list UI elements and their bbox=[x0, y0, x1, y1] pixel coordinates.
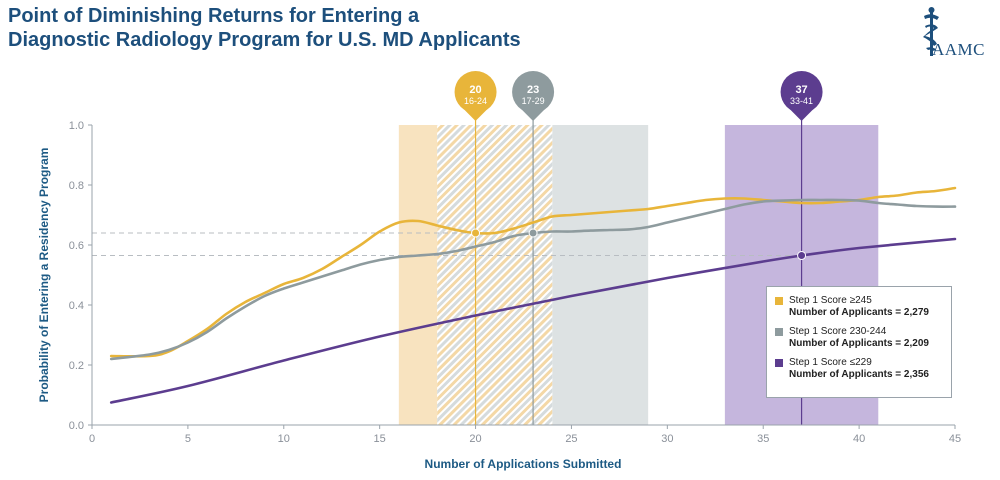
x-tick-label: 25 bbox=[565, 433, 577, 445]
y-axis-label: Probability of Entering a Residency Prog… bbox=[37, 148, 51, 403]
x-tick-label: 10 bbox=[278, 433, 290, 445]
pin-pointer-mid bbox=[521, 109, 545, 121]
x-tick-label: 5 bbox=[185, 433, 191, 445]
pin-range-low: 33-41 bbox=[790, 96, 813, 106]
legend-item-high: Step 1 Score ≥245 Number of Applicants =… bbox=[775, 295, 943, 319]
series-line-high bbox=[109, 186, 957, 358]
chart-title-line2: Diagnostic Radiology Program for U.S. MD… bbox=[8, 29, 521, 51]
legend-applicants-low: Number of Applicants = 2,356 bbox=[789, 369, 929, 380]
pin-bubble-high bbox=[454, 71, 497, 113]
legend-swatch-high bbox=[775, 297, 783, 305]
chart-title-line1: Point of Diminishing Returns for Enterin… bbox=[8, 5, 420, 27]
legend-item-mid: Step 1 Score 230-244 Number of Applicant… bbox=[775, 326, 943, 350]
series-lines bbox=[109, 186, 957, 404]
x-tick-label: 15 bbox=[374, 433, 386, 445]
pin-value-high: 20 bbox=[469, 84, 481, 96]
x-tick-label: 30 bbox=[661, 433, 673, 445]
logo-text: AAMC bbox=[932, 40, 986, 59]
y-tick-label: 0.2 bbox=[69, 360, 84, 372]
legend-item-low: Step 1 Score ≤229 Number of Applicants =… bbox=[775, 357, 943, 381]
pin-value-low: 37 bbox=[795, 84, 807, 96]
pin-range-mid: 17-29 bbox=[522, 96, 545, 106]
x-tick-label: 45 bbox=[949, 433, 961, 445]
legend-label-mid: Step 1 Score 230-244 bbox=[789, 326, 887, 337]
series-line-low bbox=[109, 237, 957, 404]
legend-swatch-mid bbox=[775, 328, 783, 336]
point-marker-mid bbox=[528, 228, 538, 238]
x-axis-label: Number of Applications Submitted bbox=[425, 457, 622, 471]
legend: Step 1 Score ≥245 Number of Applicants =… bbox=[766, 286, 952, 398]
y-tick-label: 0.4 bbox=[69, 300, 84, 312]
y-tick-label: 0.8 bbox=[69, 180, 84, 192]
point-marker-low bbox=[797, 251, 807, 260]
pin-pointer-high bbox=[464, 109, 488, 121]
y-tick-label: 0.6 bbox=[69, 240, 84, 252]
aamc-logo-icon bbox=[923, 7, 939, 56]
x-tick-label: 40 bbox=[853, 433, 865, 445]
pin-pointer-low bbox=[790, 109, 814, 121]
x-tick-label: 20 bbox=[469, 433, 481, 445]
band-overlap-hatch bbox=[437, 125, 553, 425]
pin-bubble-mid bbox=[512, 71, 555, 113]
y-tick-label: 0.0 bbox=[69, 420, 84, 432]
pin-bubble-low bbox=[780, 71, 823, 113]
x-tick-label: 35 bbox=[757, 433, 769, 445]
pin-value-mid: 23 bbox=[527, 84, 539, 96]
interval-bands bbox=[398, 125, 879, 425]
band-mid-solid bbox=[552, 125, 649, 425]
x-tick-label: 0 bbox=[89, 433, 95, 445]
series-line-mid bbox=[109, 198, 957, 361]
axes: 0 5 10 15 20 25 30 35 40 45 0.0 0.2 0.4 0.6 0.8 1.0 bbox=[69, 120, 961, 445]
reference-lines bbox=[92, 112, 803, 425]
legend-label-high: Step 1 Score ≥245 bbox=[789, 295, 872, 306]
legend-applicants-high: Number of Applicants = 2,279 bbox=[789, 307, 929, 318]
band-high-solid bbox=[398, 125, 438, 425]
legend-label-low: Step 1 Score ≤229 bbox=[789, 357, 872, 368]
legend-applicants-mid: Number of Applicants = 2,209 bbox=[789, 338, 929, 349]
y-tick-label: 1.0 bbox=[69, 120, 84, 132]
point-marker-high bbox=[471, 228, 481, 238]
legend-swatch-low bbox=[775, 359, 783, 367]
pin-range-high: 16-24 bbox=[464, 96, 487, 106]
chart-title: Point of Diminishing Returns for Enterin… bbox=[8, 4, 521, 52]
